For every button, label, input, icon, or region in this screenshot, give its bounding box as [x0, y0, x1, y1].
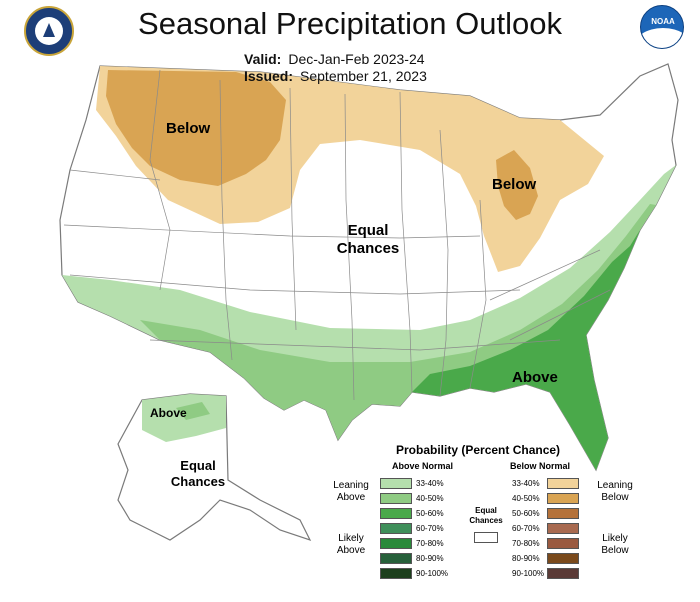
legend-above-header: Above Normal	[392, 461, 454, 471]
legend-leaning-below: Leaning Below	[597, 480, 633, 503]
alaska-above-normal-core	[176, 402, 210, 420]
legend-above-range-label: 50-60%	[416, 509, 444, 518]
legend-below-range-label: 70-80%	[512, 539, 540, 548]
legend-above-range-label: 60-70%	[416, 524, 444, 533]
label-below-great-lakes: Below	[492, 176, 537, 193]
legend-below-swatch	[547, 523, 579, 534]
label-equal-chances-alaska: Equal Chances	[170, 458, 226, 489]
legend-above-range-label: 33-40%	[416, 479, 444, 488]
legend-below-swatch	[547, 538, 579, 549]
legend-below-swatch	[547, 478, 579, 489]
legend-above-range-label: 40-50%	[416, 494, 444, 503]
legend-above-swatch	[380, 478, 412, 489]
legend-equal-chances-swatch	[474, 532, 498, 543]
legend-below-swatch	[547, 508, 579, 519]
legend-above-range-label: 70-80%	[416, 539, 444, 548]
issued-value: September 21, 2023	[300, 68, 427, 84]
legend-likely-below: Likely Below	[601, 533, 629, 556]
legend-below-range-label: 80-90%	[512, 554, 540, 563]
label-below-north: Below	[166, 120, 211, 137]
alaska-above-normal	[142, 394, 226, 442]
legend-above-swatch	[380, 538, 412, 549]
label-equal-chances-conus: Equal Chances	[336, 222, 400, 257]
below-normal-michigan	[496, 150, 538, 220]
legend-above-range-label: 80-90%	[416, 554, 444, 563]
legend-below-range-label: 33-40%	[512, 479, 540, 488]
state-borders	[63, 69, 611, 401]
legend-equal-chances: Equal Chances	[469, 506, 503, 525]
legend-above-swatch	[380, 568, 412, 579]
below-normal-northern-rockies	[106, 70, 286, 186]
legend-below-swatch	[547, 553, 579, 564]
legend-likely-above: Likely Above	[336, 533, 366, 556]
legend-above-swatch	[380, 508, 412, 519]
legend-below-range-label: 90-100%	[512, 569, 545, 578]
valid-line: Valid: Dec-Jan-Feb 2023-24	[244, 51, 425, 67]
legend-leaning-above: Leaning Above	[333, 480, 369, 503]
legend-below-swatch	[547, 568, 579, 579]
legend-above-swatch	[380, 553, 412, 564]
legend-below-range-label: 40-50%	[512, 494, 540, 503]
legend-below-swatch	[547, 493, 579, 504]
page-title: Seasonal Precipitation Outlook	[138, 6, 562, 41]
issued-line: Issued: September 21, 2023	[244, 68, 427, 84]
above-normal-southeast	[412, 230, 640, 470]
legend-below-range-label: 60-70%	[512, 524, 540, 533]
legend-below-range-label: 50-60%	[512, 509, 540, 518]
label-above-alaska: Above	[150, 406, 187, 420]
commerce-seal-logo	[24, 6, 74, 56]
issued-label: Issued:	[244, 68, 294, 84]
valid-label: Valid:	[244, 51, 282, 67]
legend-above-swatch	[380, 493, 412, 504]
legend-above-range-label: 90-100%	[416, 569, 449, 578]
legend-title: Probability (Percent Chance)	[396, 443, 561, 457]
noaa-logo-text: NOAA	[651, 17, 675, 26]
valid-value: Dec-Jan-Feb 2023-24	[288, 51, 425, 67]
legend-above-swatch	[380, 523, 412, 534]
legend-below-header: Below Normal	[510, 461, 571, 471]
label-above-southeast: Above	[512, 369, 558, 386]
noaa-logo: NOAA	[640, 5, 684, 49]
